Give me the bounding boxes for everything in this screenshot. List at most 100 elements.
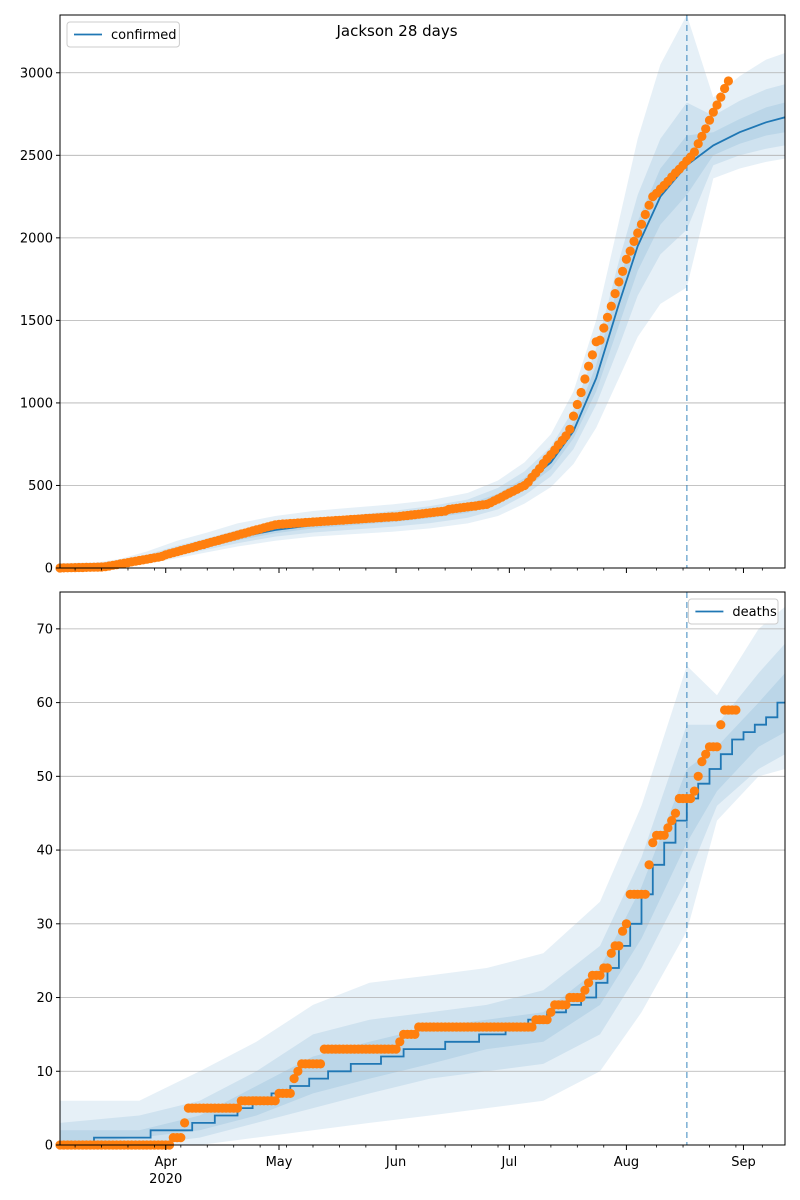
deaths-observed-point [561, 1000, 571, 1010]
xtick-label: Sep [731, 1155, 756, 1170]
confirmed-uncertainty-bands [60, 15, 785, 568]
deaths-axes: 0 10 20 30 40 50 60 70 Apr 2020 May Jun Jul Aug Sep [36, 591, 786, 1187]
confirmed-ytick-label: 3000 [20, 66, 53, 81]
deaths-observed-point [546, 1007, 556, 1017]
deaths-uncertainty-bands [60, 606, 785, 1145]
deaths-axes-frame [59, 591, 786, 1146]
confirmed-observed-point [625, 246, 635, 256]
deaths-observed-point [527, 1022, 537, 1032]
confirmed-observed-point [704, 115, 715, 125]
deaths-observed-points [55, 705, 741, 1150]
deaths-observed-point [176, 1133, 186, 1143]
confirmed-observed-point [720, 83, 730, 94]
xtick-label: Jun [385, 1155, 406, 1170]
deaths-observed-point [542, 1015, 552, 1025]
confirmed-observed-point [614, 277, 624, 287]
xtick-label: Apr [154, 1155, 177, 1170]
confirmed-observed-point [708, 107, 718, 117]
deaths-observed-point [640, 889, 650, 899]
deaths-observed-point [584, 978, 594, 988]
deaths-observed-point [621, 919, 632, 929]
confirmed-observed-point [633, 228, 643, 238]
deaths-legend-box [687, 598, 779, 625]
deaths-legend: deaths [687, 598, 779, 625]
deaths-ytick-label: 60 [36, 696, 53, 711]
deaths-observed-point [697, 757, 707, 767]
confirmed-axes-frame [59, 14, 786, 569]
deaths-observed-point [667, 816, 677, 826]
deaths-band-middle [60, 643, 785, 1145]
xtick-label: May [266, 1155, 293, 1170]
confirmed-observed-point [723, 76, 734, 86]
deaths-observed-point [614, 941, 624, 951]
confirmed-observed-point [636, 219, 647, 229]
deaths-ytick-label: 0 [45, 1139, 53, 1154]
confirmed-observed-point [599, 323, 609, 333]
confirmed-observed-point [565, 424, 575, 434]
deaths-observed-point [689, 786, 700, 796]
deaths-observed-point [648, 838, 658, 848]
xtick-year-label: 2020 [149, 1172, 182, 1187]
deaths-observed-point [289, 1074, 299, 1084]
confirmed-ytick-label: 1500 [20, 314, 53, 329]
confirmed-observed-point [610, 289, 620, 299]
deaths-ytick-label: 20 [36, 991, 53, 1006]
confirmed-ytick-label: 1000 [20, 396, 53, 411]
confirmed-observed-point [640, 209, 650, 220]
xtick-label: Jul [501, 1155, 518, 1170]
deaths-observed-point [180, 1118, 190, 1128]
deaths-observed-point [315, 1059, 326, 1069]
confirmed-band-middle [60, 84, 785, 568]
deaths-observed-point [693, 771, 703, 781]
deaths-ytick-label: 50 [36, 770, 53, 785]
deaths-observed-point [686, 793, 696, 804]
confirmed-observed-point [701, 124, 711, 134]
deaths-legend-label: deaths [732, 605, 777, 620]
confirmed-band-outer [60, 15, 785, 568]
deaths-observed-point [670, 808, 681, 818]
deaths-observed-point [285, 1088, 295, 1098]
confirmed-observed-point [712, 100, 722, 110]
confirmed-observed-point [595, 335, 605, 345]
deaths-observed-point [701, 749, 711, 759]
figure-title: Jackson 28 days [335, 22, 457, 40]
confirmed-band-inner [60, 102, 785, 568]
confirmed-observed-point [644, 200, 654, 210]
deaths-observed-point [595, 970, 605, 981]
deaths-ytick-label: 70 [36, 622, 53, 637]
confirmed-panel: 0 500 1000 1500 2000 2500 3000 confirmed [20, 14, 786, 577]
confirmed-observed-point [568, 411, 579, 421]
confirmed-axes: 0 500 1000 1500 2000 2500 3000 [20, 14, 786, 577]
deaths-band-outer [60, 606, 785, 1145]
confirmed-legend-box [66, 21, 180, 48]
confirmed-legend: confirmed [66, 21, 180, 48]
deaths-observed-point [606, 948, 616, 958]
confirmed-observed-point [697, 131, 707, 141]
deaths-observed-point [580, 985, 590, 995]
deaths-observed-point [712, 742, 722, 752]
confirmed-observed-point [572, 399, 582, 410]
deaths-observed-point [644, 860, 654, 870]
deaths-observed-point [270, 1096, 280, 1106]
deaths-observed-point [391, 1044, 401, 1054]
deaths-observed-point [293, 1066, 303, 1076]
confirmed-legend-label: confirmed [111, 28, 177, 43]
deaths-observed-point [395, 1037, 405, 1047]
deaths-observed-point [716, 720, 726, 730]
xtick-label: Aug [614, 1155, 639, 1170]
confirmed-observed-point [576, 387, 586, 398]
deaths-ytick-label: 40 [36, 844, 53, 859]
deaths-band-inner [60, 673, 785, 1145]
deaths-ytick-label: 30 [36, 917, 53, 932]
confirmed-ytick-label: 0 [45, 562, 53, 577]
deaths-observed-point [618, 926, 628, 936]
confirmed-observed-point [629, 236, 639, 246]
deaths-observed-point [410, 1029, 420, 1039]
confirmed-observed-point [602, 312, 613, 322]
deaths-ytick-label: 10 [36, 1065, 53, 1080]
confirmed-observed-point [689, 147, 700, 157]
confirmed-observed-point [621, 254, 632, 264]
confirmed-observed-point [693, 139, 703, 149]
